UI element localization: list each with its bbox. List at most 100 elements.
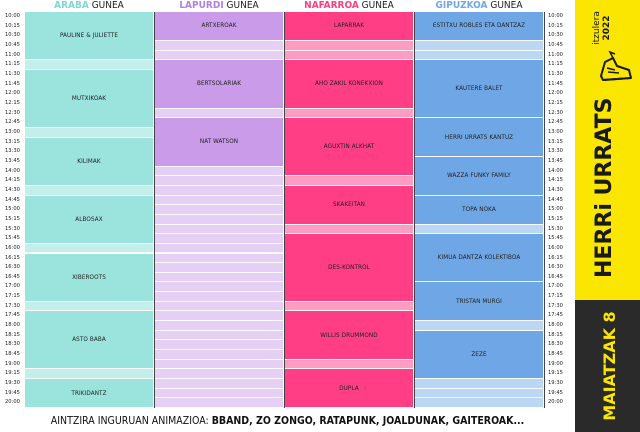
event-block[interactable]: KAUTERE BALET — [415, 60, 543, 119]
time-label: 10:45 — [5, 41, 20, 48]
time-label: 18:15 — [5, 331, 20, 338]
column-divider — [544, 12, 545, 408]
time-label: 19:45 — [548, 389, 563, 396]
area-suffix: GUNEA — [88, 0, 124, 11]
time-label: 13:15 — [5, 138, 20, 145]
time-label: 17:00 — [548, 283, 563, 290]
empty-slot — [155, 272, 283, 283]
time-label: 16:00 — [5, 244, 20, 251]
empty-slot — [155, 311, 283, 322]
empty-slot — [285, 359, 413, 370]
event-block[interactable]: ZEZE — [415, 330, 543, 380]
event-block[interactable]: AGUXTIN ALKHAT — [285, 118, 413, 177]
event-block[interactable]: SKAKEITAN — [285, 185, 413, 225]
event-block[interactable]: DES-KONTROL — [285, 234, 413, 302]
schedule-column-nafarroa: LAPARRAK AHO ZAKIL KONEKXION AGUXTIN ALKHA… — [285, 12, 413, 409]
time-label: 17:45 — [548, 312, 563, 319]
time-label: 17:00 — [5, 283, 20, 290]
time-label: 16:45 — [5, 273, 20, 280]
time-label: 16:00 — [548, 244, 563, 251]
event-block[interactable]: KILIMAK — [25, 137, 153, 186]
event-block[interactable]: PAULINE & JULIETTE — [25, 12, 153, 61]
empty-slot — [155, 321, 283, 331]
time-label: 15:45 — [5, 235, 20, 242]
empty-slot — [155, 340, 283, 351]
time-label: 11:00 — [5, 51, 20, 58]
schedule-column-araba: PAULINE & JULIETTE MUTXIKOAK KILIMAK ALBOSA… — [25, 12, 153, 409]
time-label: 17:15 — [548, 293, 563, 300]
time-label: 11:30 — [5, 70, 20, 77]
empty-slot — [155, 282, 283, 293]
empty-slot — [155, 214, 283, 225]
empty-slot — [155, 359, 283, 370]
event-block[interactable]: ARTXEROAK — [155, 12, 283, 41]
time-label: 12:45 — [5, 119, 20, 126]
empty-slot — [415, 398, 543, 409]
empty-slot — [155, 195, 283, 206]
event-block[interactable]: DUPLA — [285, 369, 413, 409]
event-block[interactable]: AHO ZAKIL KONEKXION — [285, 60, 413, 109]
empty-slot — [155, 301, 283, 312]
event-block[interactable]: TRISTAN MURGI — [415, 282, 543, 322]
event-block[interactable]: ESTITXU ROBLES ETA DANTZAZ — [415, 12, 543, 41]
area-suffix: GUNEA — [223, 0, 259, 11]
time-label: 15:00 — [548, 206, 563, 213]
time-label: 14:45 — [548, 196, 563, 203]
time-label: 14:00 — [5, 167, 20, 174]
time-label: 18:15 — [548, 331, 563, 338]
time-label: 19:00 — [5, 360, 20, 367]
empty-slot — [155, 40, 283, 51]
area-name: LAPURDI — [179, 0, 224, 11]
column-divider — [154, 12, 155, 408]
empty-slot — [285, 108, 413, 119]
time-label: 16:15 — [548, 254, 563, 261]
empty-slot — [155, 205, 283, 215]
side-banner-date: MAIATZAK 8 — [575, 300, 640, 432]
time-label: 14:15 — [548, 177, 563, 184]
time-label: 19:00 — [548, 360, 563, 367]
empty-slot — [155, 388, 283, 399]
event-block[interactable]: BERTSOLARIAK — [155, 60, 283, 109]
column-divider — [284, 12, 285, 408]
event-block[interactable]: TRIKIDANTZ — [25, 379, 153, 409]
time-label: 14:00 — [548, 167, 563, 174]
event-block[interactable]: MUTXIKOAK — [25, 69, 153, 128]
time-label: 17:15 — [5, 293, 20, 300]
empty-slot — [25, 369, 153, 380]
time-label: 12:00 — [548, 90, 563, 97]
event-block[interactable]: ASTO BABA — [25, 311, 153, 370]
time-label: 18:45 — [548, 351, 563, 358]
time-label: 14:15 — [5, 177, 20, 184]
time-label: 16:30 — [548, 264, 563, 271]
empty-slot — [25, 185, 153, 196]
event-block[interactable]: WAZZA FUNKY FAMILY — [415, 156, 543, 196]
event-block[interactable]: HERRI URRATS KANTUZ — [415, 118, 543, 157]
time-label: 16:45 — [548, 273, 563, 280]
time-label: 10:15 — [5, 22, 20, 29]
empty-slot — [155, 369, 283, 380]
event-block[interactable]: XIBEROOTS — [25, 253, 153, 302]
time-label: 18:00 — [5, 322, 20, 329]
time-label: 12:30 — [548, 109, 563, 116]
footer-prefix: AINTZIRA INGURUAN ANIMAZIOA: — [50, 415, 212, 427]
empty-slot — [155, 263, 283, 273]
event-block[interactable]: WILLIS DRUMMOND — [285, 311, 413, 360]
event-block[interactable]: ALBOSAX — [25, 195, 153, 244]
area-header-gipuzkoa: GIPUZKOA GUNEA — [415, 0, 543, 12]
event-block[interactable]: KIMUA DANTZA KOLEKTIBOA — [415, 234, 543, 283]
empty-slot — [285, 176, 413, 186]
tour-year: itzulera 2022 — [592, 0, 612, 63]
event-block[interactable]: NAT WATSON — [155, 118, 283, 167]
time-label: 11:45 — [5, 80, 20, 87]
empty-slot — [25, 243, 153, 254]
empty-slot — [415, 50, 543, 61]
time-label: 17:45 — [5, 312, 20, 319]
event-block[interactable]: LAPARRAK — [285, 12, 413, 41]
time-label: 13:15 — [548, 138, 563, 145]
area-suffix: GUNEA — [358, 0, 394, 11]
empty-slot — [285, 50, 413, 61]
time-label: 19:15 — [5, 370, 20, 377]
time-label: 17:30 — [5, 302, 20, 309]
event-block[interactable]: TOPA NOKA — [415, 195, 543, 225]
time-label: 11:30 — [548, 70, 563, 77]
